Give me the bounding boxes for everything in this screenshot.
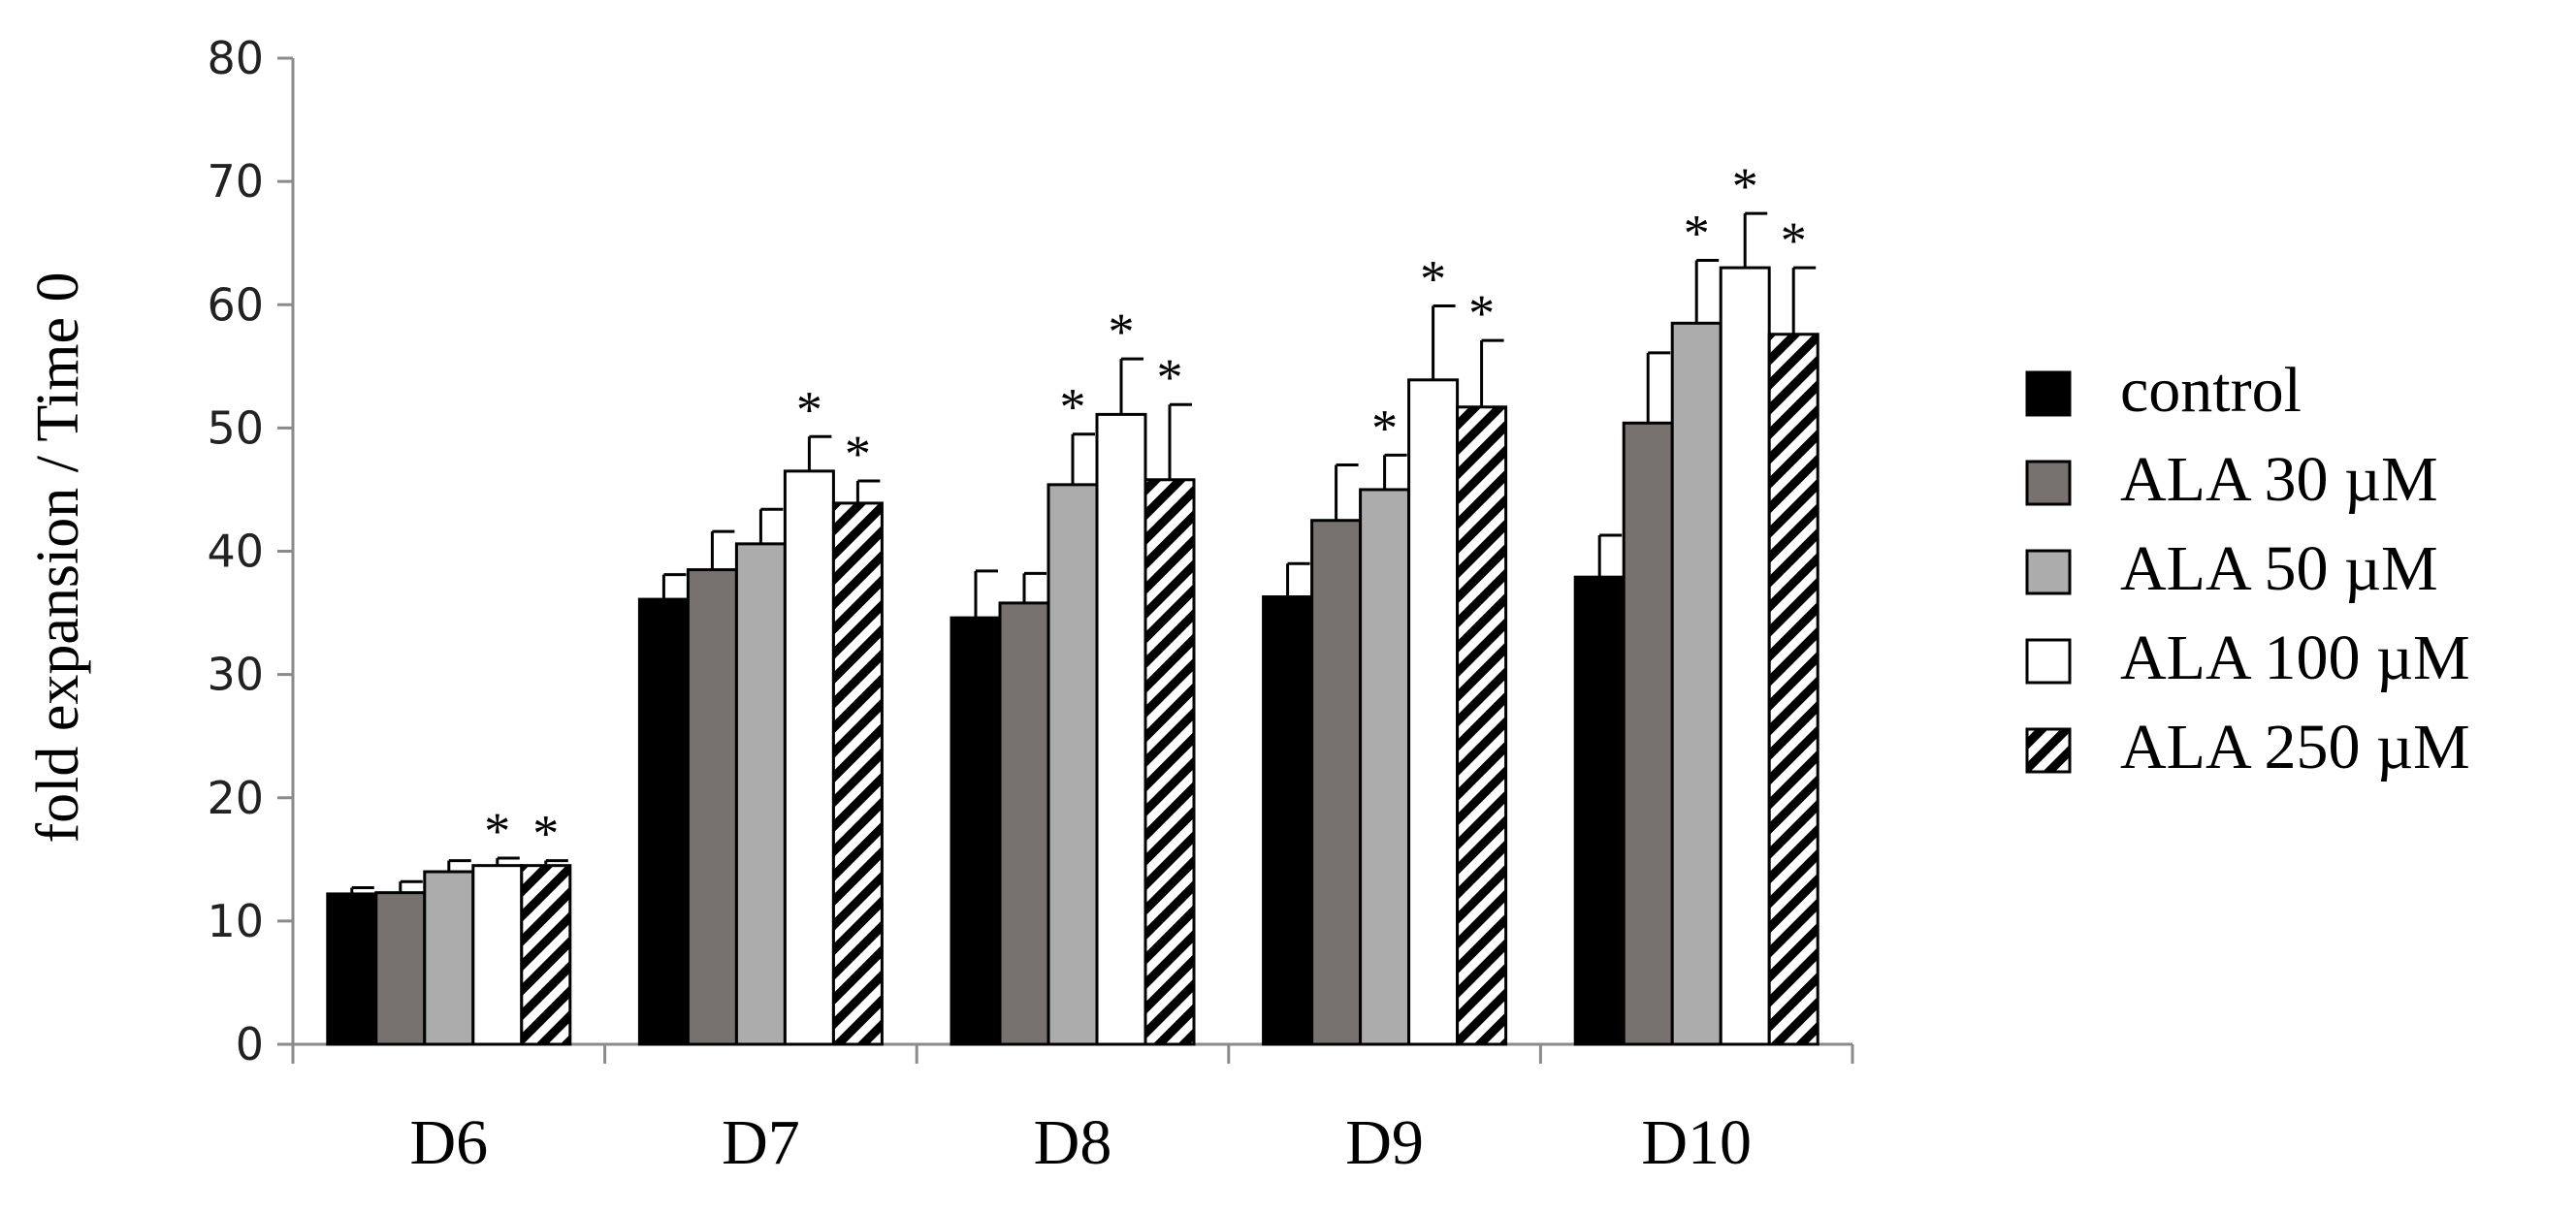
legend-swatch — [2025, 460, 2072, 506]
bars — [326, 266, 1819, 1046]
x-tick-label: D6 — [409, 1107, 488, 1178]
significance-asterisk: * — [1468, 284, 1495, 342]
significance-asterisk: * — [484, 802, 510, 860]
significance-asterisk: * — [1109, 303, 1135, 361]
bar — [1719, 266, 1771, 1046]
significance-asterisk: * — [1371, 399, 1398, 457]
bar — [1262, 595, 1314, 1046]
legend-label: ALA 100 µM — [2120, 622, 2470, 693]
bar — [950, 616, 1002, 1046]
bar — [1310, 519, 1363, 1046]
y-tick-label: 20 — [207, 772, 264, 824]
y-tick-label: 40 — [207, 526, 264, 578]
y-tick-label: 50 — [207, 401, 264, 454]
legend-swatch — [2025, 549, 2072, 595]
bar — [1359, 488, 1411, 1046]
y-tick-label: 30 — [207, 649, 264, 701]
x-tick-label: D8 — [1034, 1107, 1112, 1178]
significance-asterisk: * — [1684, 204, 1710, 262]
significance-asterisk: * — [845, 425, 871, 483]
bar — [783, 469, 835, 1046]
legend: control ALA 30 µM ALA 50 µM ALA 100 µM ALA 2… — [2025, 355, 2470, 782]
significance-asterisk: * — [1781, 211, 1807, 270]
bar — [998, 601, 1050, 1046]
legend-label: ALA 250 µM — [2120, 712, 2470, 782]
y-tick-label: 0 — [236, 1018, 264, 1070]
bar — [1407, 378, 1460, 1046]
bar — [1143, 478, 1196, 1046]
significance-asterisk: * — [1060, 378, 1086, 436]
y-tick-label: 70 — [207, 155, 264, 207]
bar — [374, 891, 427, 1046]
bar — [520, 864, 572, 1046]
bar — [1095, 412, 1147, 1046]
y-tick-label: 80 — [207, 32, 264, 84]
legend-label: ALA 50 µM — [2120, 533, 2438, 604]
bar — [326, 892, 378, 1046]
y-tick-label: 60 — [207, 278, 264, 331]
axes: 0 10 20 30 40 50 60 70 80 D6 D7 D8 D9 D10 — [207, 32, 1854, 1178]
bar — [637, 597, 690, 1046]
legend-label: control — [2120, 355, 2302, 426]
y-axis-label: fold expansion / Time 0 — [25, 271, 91, 843]
bar — [423, 870, 475, 1046]
bar — [734, 542, 787, 1046]
bar — [1622, 421, 1674, 1046]
bar — [1573, 575, 1626, 1046]
y-tick-label: 10 — [207, 895, 264, 947]
legend-swatch — [2025, 370, 2072, 417]
bar — [1046, 483, 1099, 1046]
significance-markers: * * * * * * * * * * * * * — [484, 157, 1806, 862]
bar — [686, 568, 738, 1046]
bar — [1670, 321, 1723, 1046]
significance-asterisk: * — [1157, 348, 1183, 406]
x-tick-label: D7 — [722, 1107, 800, 1178]
legend-swatch — [2025, 727, 2072, 774]
bar — [1456, 405, 1508, 1046]
bar — [471, 864, 524, 1046]
significance-asterisk: * — [1732, 157, 1758, 215]
legend-swatch — [2025, 638, 2072, 685]
significance-asterisk: * — [796, 380, 822, 438]
x-tick-label: D9 — [1345, 1107, 1424, 1178]
bar — [1767, 333, 1819, 1046]
significance-asterisk: * — [1420, 250, 1446, 308]
legend-label: ALA 30 µM — [2120, 444, 2438, 515]
significance-asterisk: * — [532, 805, 559, 863]
bar — [831, 501, 884, 1046]
x-tick-label: D10 — [1641, 1107, 1752, 1178]
error-bars — [350, 211, 1817, 894]
